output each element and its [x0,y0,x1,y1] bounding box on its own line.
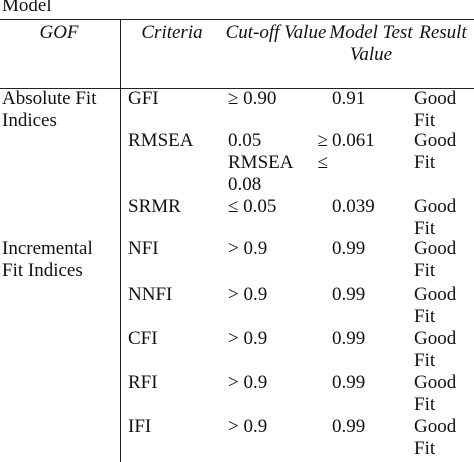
cutoff-value: > 0.9 [228,372,268,393]
header-cell: Result [419,22,467,43]
cutoff-value: > 0.9 [228,238,268,259]
result: Good Fit [414,328,457,371]
criteria: RMSEA [128,130,194,151]
result: Good Fit [414,238,457,281]
criteria: GFI [128,88,159,109]
model-test-value: 0.99 [332,328,366,349]
result: Good Fit [414,416,457,459]
model-test-value: 0.99 [332,238,366,259]
model-test-value: 0.91 [332,88,366,109]
criteria: RFI [128,372,158,393]
criteria: SRMR [128,196,181,217]
cutoff-value: ≤ 0.05 [228,196,277,217]
result: Good Fit [414,284,457,327]
criteria: NFI [128,238,159,259]
group-label: Incremental Fit Indices [2,238,93,281]
cutoff-value: > 0.9 [228,328,268,349]
header-cell: Cut-off Value [225,22,327,43]
criteria: NNFI [128,284,173,305]
header-cell: GOF [39,22,79,43]
result: Good Fit [414,372,457,415]
model-test-value: 0.99 [332,416,366,437]
result: Good Fit [414,88,457,131]
criteria: IFI [128,416,152,437]
model-test-value: 0.99 [332,284,366,305]
group-label: Absolute Fit Indices [2,88,97,131]
cutoff-value: 0.05 ≥ RMSEA ≤ 0.08 [228,130,328,195]
cutoff-value: > 0.9 [228,416,268,437]
model-test-value: 0.039 [332,196,375,217]
rule [0,88,474,89]
cutoff-value: ≥ 0.90 [228,88,277,109]
column-rule [120,19,121,462]
result: Good Fit [414,196,457,239]
header-cell: Criteria [141,22,203,43]
cutoff-value: > 0.9 [228,284,268,305]
header-cell: Model Test Value [329,22,413,65]
caption: Model [2,0,52,16]
model-test-value: 0.99 [332,372,366,393]
criteria: CFI [128,328,158,349]
result: Good Fit [414,130,457,173]
rule [0,19,474,20]
model-test-value: 0.061 [332,130,375,151]
